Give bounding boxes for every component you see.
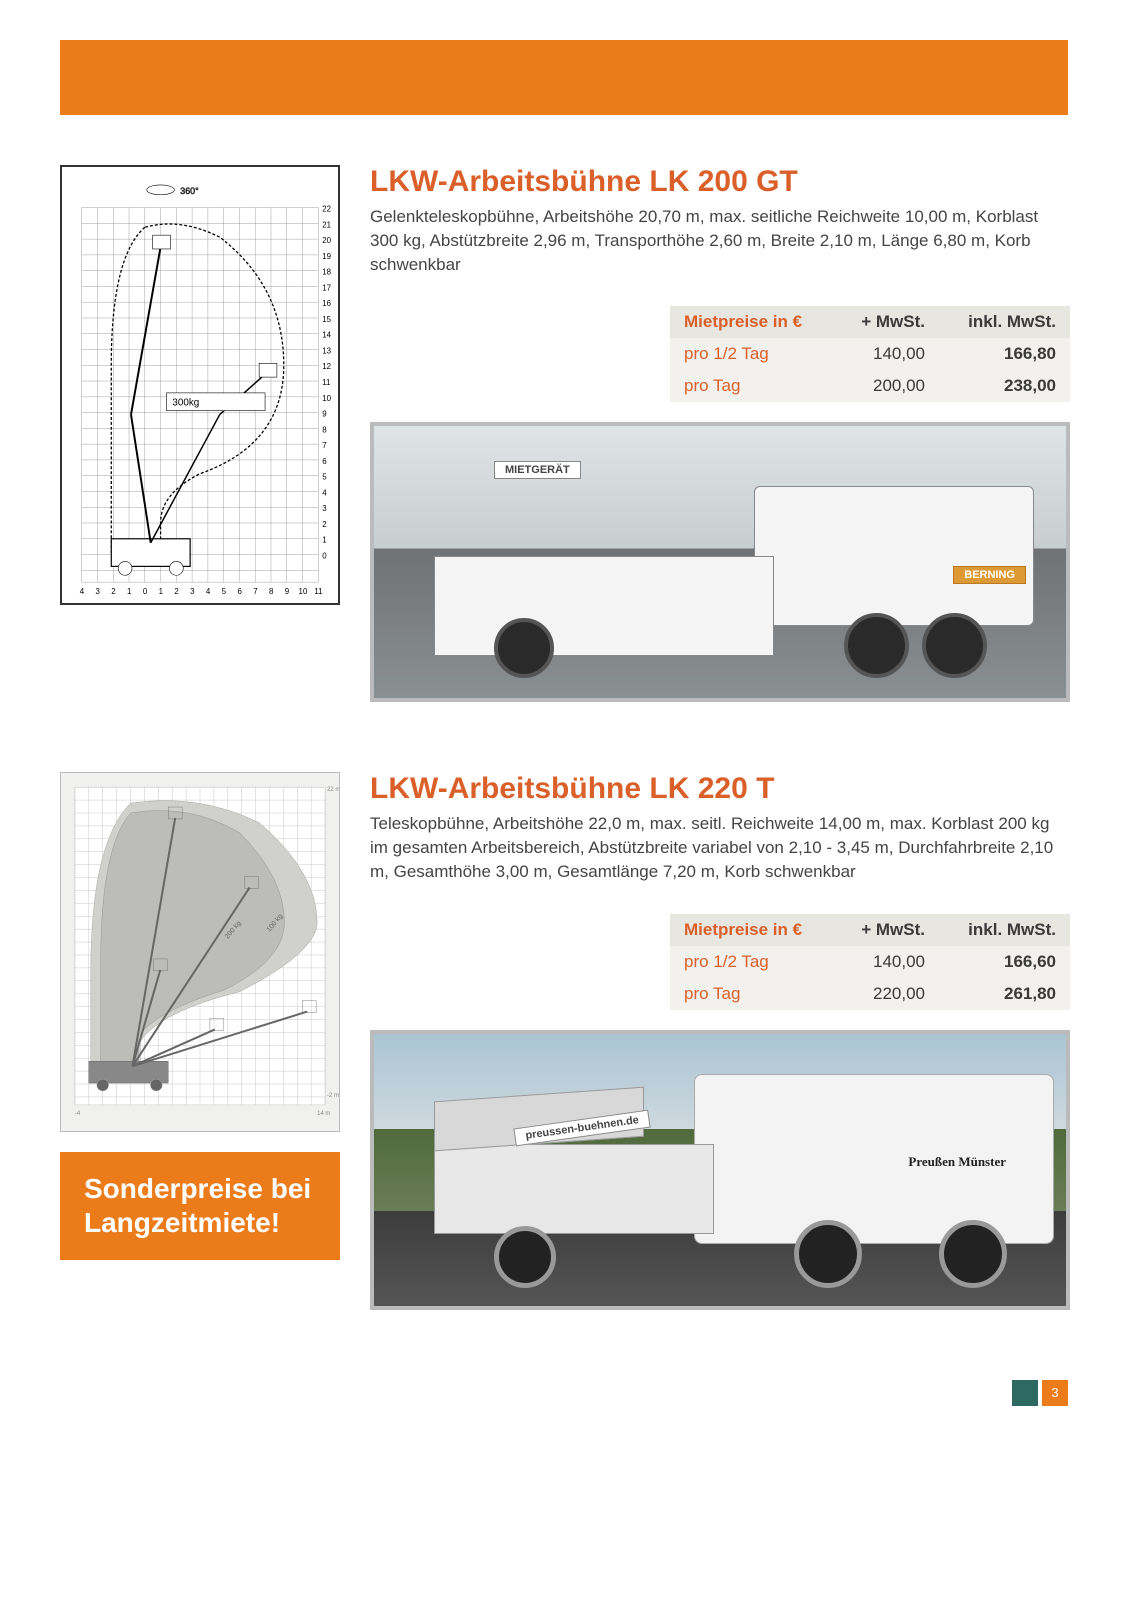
price-table-lk220t: Mietpreise in € + MwSt. inkl. MwSt. pro …	[670, 914, 1070, 1010]
reach-diagram-lk220t: 22 m-2 m -414 m 200 kg 100 kg	[60, 772, 340, 1132]
td-label: pro 1/2 Tag	[670, 338, 835, 370]
svg-text:5: 5	[322, 473, 327, 482]
reach-diagram-lk200gt: 360° 300kg 432101234567891011 2221201918…	[60, 165, 340, 605]
th-label: Mietpreise in €	[670, 914, 835, 946]
svg-text:13: 13	[322, 346, 331, 355]
td-net: 200,00	[835, 370, 939, 402]
th-net: + MwSt.	[835, 914, 939, 946]
product-lk220t: 22 m-2 m -414 m 200 kg 100 kg Sonderprei…	[60, 772, 1068, 1309]
svg-text:6: 6	[322, 457, 327, 466]
td-net: 140,00	[835, 338, 939, 370]
svg-text:14 m: 14 m	[317, 1111, 330, 1117]
svg-text:15: 15	[322, 315, 331, 324]
svg-text:10: 10	[299, 587, 308, 596]
td-label: pro 1/2 Tag	[670, 946, 835, 978]
th-gross: inkl. MwSt.	[939, 914, 1070, 946]
svg-text:1: 1	[127, 587, 131, 596]
product-photo-lk200gt: MIETGERÄT BERNING	[370, 422, 1070, 702]
td-label: pro Tag	[670, 978, 835, 1010]
svg-text:3: 3	[190, 587, 195, 596]
svg-text:2: 2	[322, 520, 326, 529]
th-label: Mietpreise in €	[670, 306, 835, 338]
svg-text:9: 9	[322, 410, 326, 419]
svg-text:9: 9	[285, 587, 289, 596]
svg-text:7: 7	[322, 441, 326, 450]
footer-square-teal	[1012, 1380, 1038, 1406]
svg-text:8: 8	[269, 587, 274, 596]
svg-text:21: 21	[322, 220, 331, 229]
photo-label-berning: BERNING	[953, 566, 1026, 584]
svg-text:10: 10	[322, 394, 331, 403]
product-description: Gelenkteleskopbühne, Arbeitshöhe 20,70 m…	[370, 205, 1070, 276]
product-photo-lk220t: preussen-buehnen.de Preußen Münster	[370, 1030, 1070, 1310]
photo-label-brand: Preußen Münster	[908, 1154, 1006, 1170]
product-lk200gt: 360° 300kg 432101234567891011 2221201918…	[60, 165, 1068, 702]
svg-text:-2 m: -2 m	[327, 1093, 339, 1099]
th-net: + MwSt.	[835, 306, 939, 338]
svg-text:20: 20	[322, 236, 331, 245]
svg-text:360°: 360°	[180, 186, 199, 196]
svg-text:12: 12	[322, 362, 331, 371]
product-description: Teleskopbühne, Arbeitshöhe 22,0 m, max. …	[370, 812, 1070, 883]
product-title: LKW-Arbeitsbühne LK 200 GT	[370, 165, 1070, 199]
td-gross: 166,60	[939, 946, 1070, 978]
svg-text:7: 7	[253, 587, 257, 596]
svg-text:1: 1	[159, 587, 163, 596]
td-label: pro Tag	[670, 370, 835, 402]
header-orange-bar	[60, 40, 1068, 115]
svg-text:19: 19	[322, 252, 331, 261]
svg-text:2: 2	[174, 587, 178, 596]
svg-text:8: 8	[322, 425, 327, 434]
td-net: 220,00	[835, 978, 939, 1010]
svg-text:0: 0	[143, 587, 148, 596]
promo-box: Sonderpreise bei Langzeitmiete!	[60, 1152, 340, 1259]
svg-text:5: 5	[222, 587, 227, 596]
svg-text:2: 2	[111, 587, 115, 596]
product-title: LKW-Arbeitsbühne LK 220 T	[370, 772, 1070, 806]
td-net: 140,00	[835, 946, 939, 978]
svg-text:3: 3	[322, 504, 327, 513]
svg-text:22 m: 22 m	[327, 788, 339, 794]
td-gross: 238,00	[939, 370, 1070, 402]
svg-text:4: 4	[206, 587, 211, 596]
page-number: 3	[1042, 1380, 1068, 1406]
svg-text:-4: -4	[75, 1111, 81, 1117]
th-gross: inkl. MwSt.	[939, 306, 1070, 338]
svg-text:18: 18	[322, 268, 331, 277]
svg-text:4: 4	[80, 587, 85, 596]
td-gross: 261,80	[939, 978, 1070, 1010]
svg-text:4: 4	[322, 488, 327, 497]
svg-text:0: 0	[322, 551, 327, 560]
td-gross: 166,80	[939, 338, 1070, 370]
svg-text:300kg: 300kg	[172, 398, 199, 409]
svg-text:16: 16	[322, 299, 331, 308]
svg-text:3: 3	[96, 587, 101, 596]
price-table-lk200gt: Mietpreise in € + MwSt. inkl. MwSt. pro …	[670, 306, 1070, 402]
svg-text:6: 6	[237, 587, 242, 596]
photo-label-mietgeraet: MIETGERÄT	[494, 461, 581, 479]
svg-text:14: 14	[322, 331, 331, 340]
svg-text:11: 11	[314, 587, 322, 596]
svg-text:22: 22	[322, 205, 331, 214]
svg-text:1: 1	[322, 536, 326, 545]
svg-text:11: 11	[322, 378, 330, 387]
svg-text:17: 17	[322, 283, 331, 292]
page-footer: 3	[60, 1380, 1068, 1406]
